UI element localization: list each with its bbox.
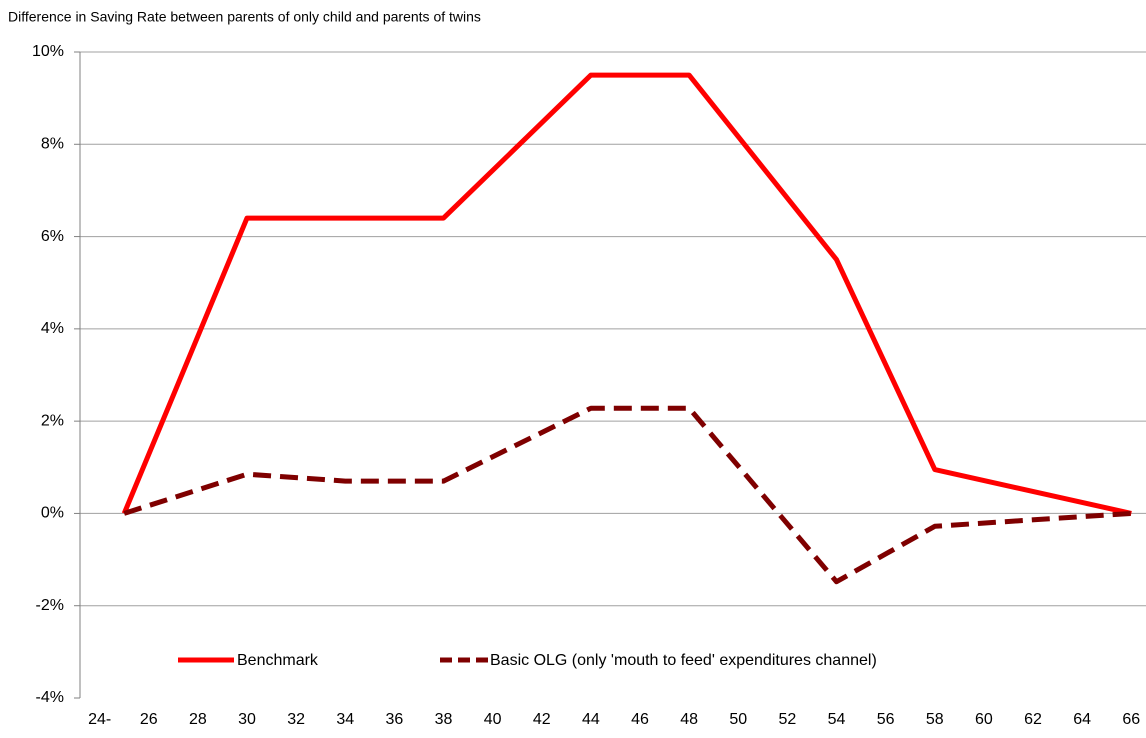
y-tick-label: 4% [41,320,64,337]
x-tick-label: 48 [680,711,698,728]
x-tick-label: 32 [287,711,305,728]
x-tick-label: 58 [926,711,944,728]
y-tick-label: 10% [32,43,64,60]
legend-box [88,632,1128,688]
y-tick-label: 8% [41,136,64,153]
x-tick-label: 44 [582,711,600,728]
x-tick-label: 30 [238,711,256,728]
x-tick-label: 40 [484,711,502,728]
x-tick-label: 42 [533,711,551,728]
y-tick-label: 2% [41,412,64,429]
y-tick-label: 0% [41,505,64,522]
x-tick-label: 54 [828,711,846,728]
x-tick-label: 28 [189,711,207,728]
x-tick-label: 34 [336,711,354,728]
legend-label: Benchmark [237,652,319,669]
x-tick-label: 52 [778,711,796,728]
x-tick-label: 60 [975,711,993,728]
x-tick-label: 24- [88,711,111,728]
legend-label: Basic OLG (only 'mouth to feed' expendit… [490,652,877,669]
x-tick-label: 56 [877,711,895,728]
series-line [123,405,1132,585]
chart-title: Difference in Saving Rate between parent… [8,9,481,25]
y-tick-label: -4% [36,689,64,706]
x-tick-label: 62 [1024,711,1042,728]
x-tick-label: 38 [435,711,453,728]
x-tick-label: 50 [729,711,747,728]
x-tick-label: 64 [1073,711,1091,728]
y-tick-label: 6% [41,228,64,245]
series-line [121,72,1132,516]
x-tick-label: 46 [631,711,649,728]
x-tick-label: 26 [140,711,158,728]
x-tick-label: 66 [1122,711,1140,728]
x-tick-label: 36 [385,711,403,728]
y-tick-label: -2% [36,597,64,614]
